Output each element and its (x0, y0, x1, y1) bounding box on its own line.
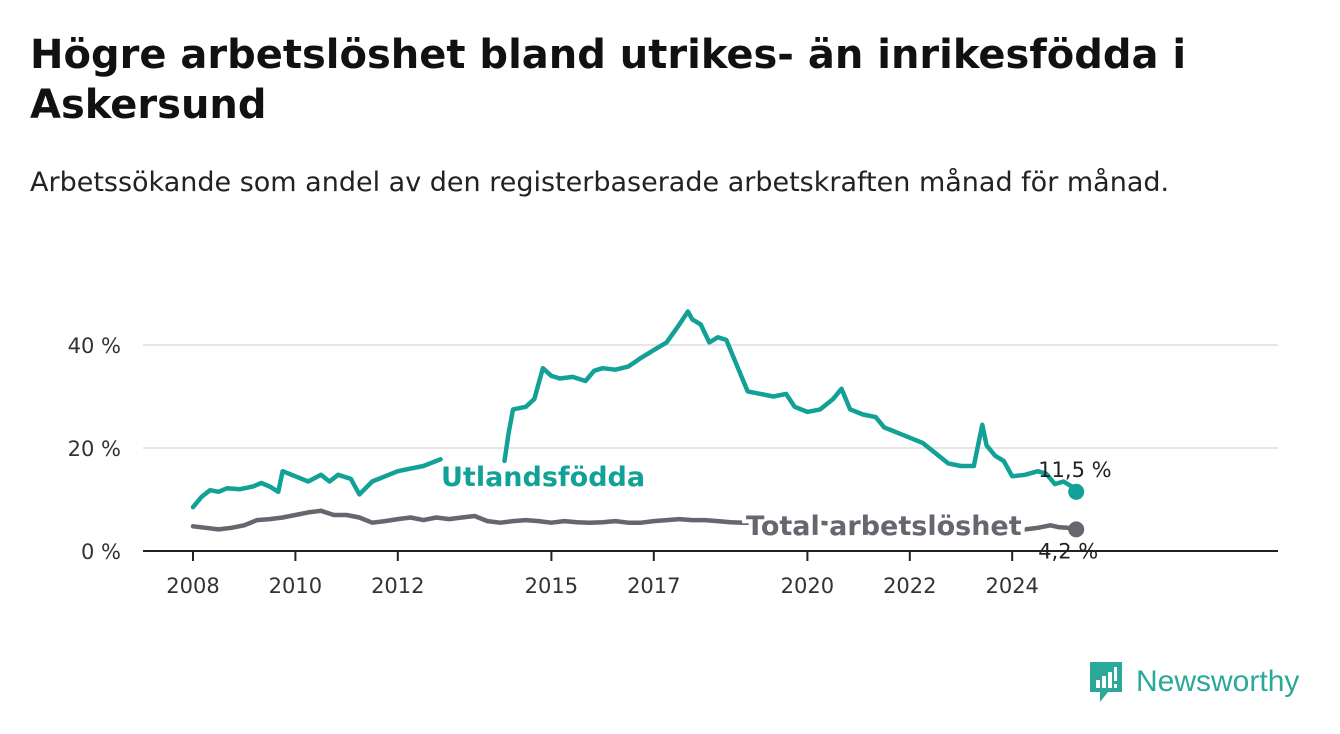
series-line-total (190, 508, 1079, 533)
x-tick-label: 2017 (627, 574, 680, 598)
y-axis-ticks: 0 % 20 % 40 % (68, 334, 121, 564)
end-label-utlandsfodda: 11,5 % (1038, 458, 1111, 482)
line-chart: 0 % 20 % 40 % 2008 2010 2012 2015 2017 2020 2022… (68, 309, 1278, 598)
brand-name: Newsworthy (1136, 665, 1300, 698)
newsworthy-brand[interactable]: Newsworthy (1088, 660, 1299, 704)
x-tick-label: 2010 (269, 574, 322, 598)
inline-label-total: Total arbetslöshet (746, 511, 1022, 542)
x-tick-label: 2020 (781, 574, 834, 598)
chart-subtitle: Arbetssökande som andel av den registerb… (30, 167, 1170, 198)
y-tick-label: 0 % (81, 540, 121, 564)
gridlines (143, 344, 1278, 552)
x-tick-label: 2024 (985, 574, 1038, 598)
end-label-total: 4,2 % (1038, 539, 1098, 563)
end-point-total (1068, 521, 1085, 538)
series-labels: 11,5 % 4,2 % Utlandsfödda Total arbetslöshe… (437, 458, 1112, 564)
x-tick-label: 2022 (883, 574, 936, 598)
chart-title: Högre arbetslöshet bland utrikes- än inr… (30, 32, 1187, 128)
series-lines (190, 309, 1085, 538)
bar-chart-logo-icon (1090, 662, 1122, 702)
inline-label-utlandsfodda: Utlandsfödda (441, 462, 645, 493)
x-tick-label: 2012 (371, 574, 424, 598)
x-axis-ticks: 2008 2010 2012 2015 2017 2020 2022 2024 (166, 551, 1039, 598)
x-tick-label: 2015 (525, 574, 578, 598)
end-point-utlandsfodda (1068, 483, 1085, 500)
series-line-utlandsfodda (190, 309, 1079, 510)
y-tick-label: 40 % (68, 334, 121, 358)
x-tick-label: 2008 (166, 574, 219, 598)
y-tick-label: 20 % (68, 437, 121, 461)
